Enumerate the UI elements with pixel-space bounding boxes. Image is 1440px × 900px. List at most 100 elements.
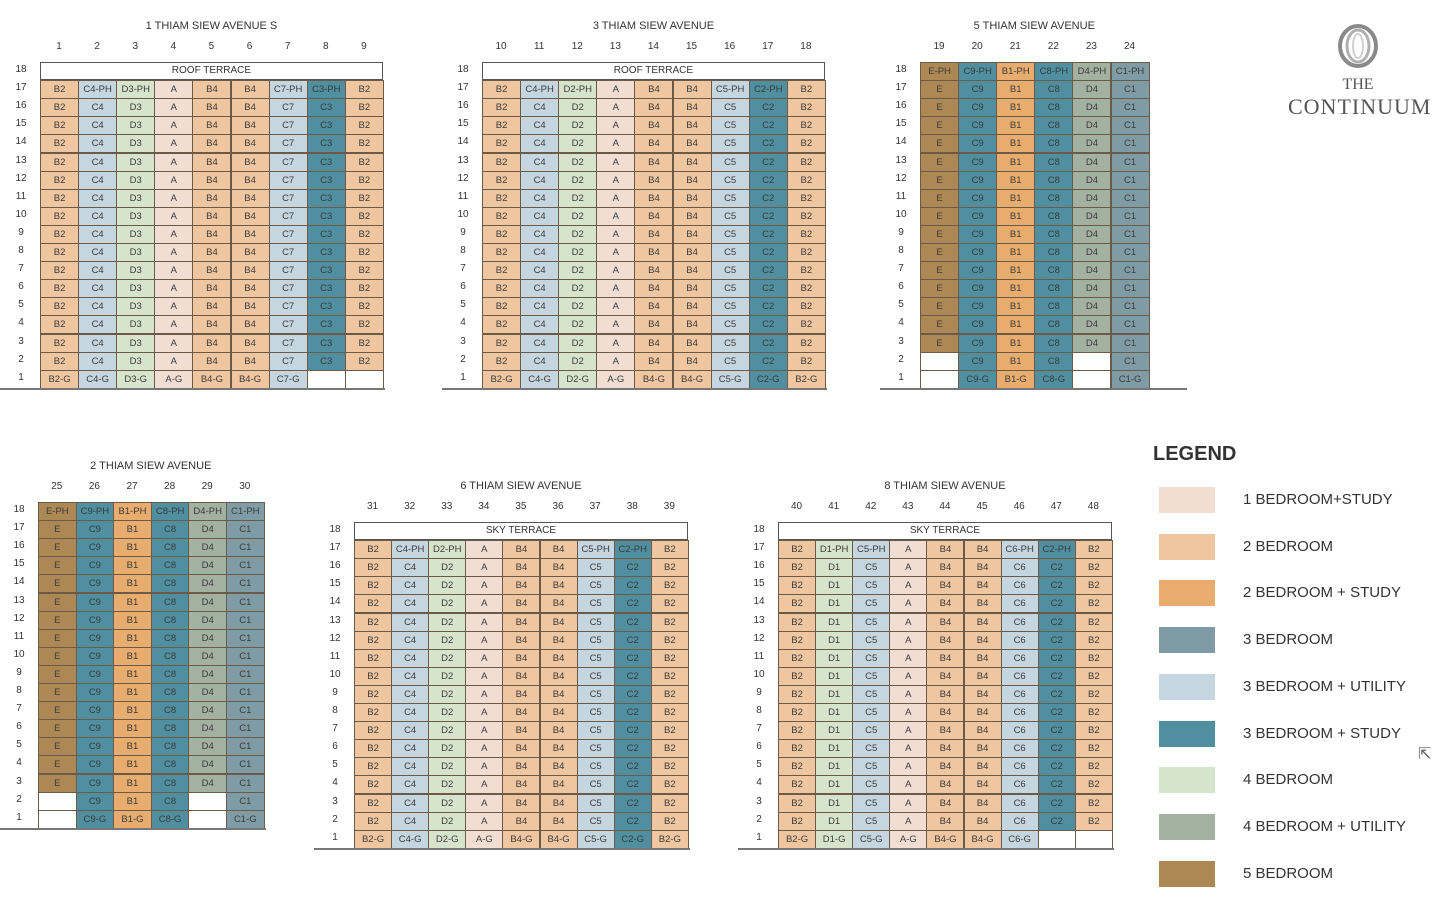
unit-cell[interactable]: B4	[926, 684, 965, 704]
unit-cell[interactable]: C1	[226, 520, 265, 540]
unit-cell[interactable]: C1	[1110, 98, 1150, 118]
unit-cell[interactable]: B4	[926, 558, 965, 578]
unit-cell[interactable]: B4	[926, 757, 965, 777]
unit-cell[interactable]: C2	[1037, 630, 1076, 650]
unit-cell[interactable]: B4-G	[926, 829, 965, 849]
unit-cell[interactable]: B4	[672, 116, 712, 136]
unit-cell[interactable]: C4	[391, 703, 430, 723]
unit-cell[interactable]: C3	[306, 116, 346, 136]
unit-cell[interactable]: B1	[996, 297, 1036, 317]
unit-cell[interactable]: C5	[710, 224, 750, 244]
unit-cell[interactable]: B2	[778, 757, 817, 777]
unit-cell[interactable]: C7	[268, 333, 308, 353]
unit-cell[interactable]: A-G	[596, 369, 636, 389]
unit-cell[interactable]: C4	[78, 188, 118, 208]
unit-cell[interactable]: C9	[75, 791, 115, 811]
unit-cell[interactable]: D4	[1072, 315, 1112, 335]
unit-cell[interactable]: B4	[230, 188, 270, 208]
unit-cell[interactable]: D2	[428, 612, 467, 632]
unit-cell[interactable]: B4	[539, 594, 578, 614]
unit-cell[interactable]: B4	[926, 703, 965, 723]
unit-cell[interactable]: B2	[482, 188, 522, 208]
unit-cell[interactable]: C8	[150, 773, 190, 793]
unit-cell[interactable]: B4	[539, 775, 578, 795]
unit-cell[interactable]: C8	[1034, 315, 1074, 335]
unit-cell[interactable]: D1	[815, 558, 854, 578]
unit-cell[interactable]: B2	[482, 315, 522, 335]
unit-cell[interactable]: B4	[672, 351, 712, 371]
unit-cell[interactable]: B2	[778, 721, 817, 741]
unit-cell[interactable]: C5	[710, 243, 750, 263]
unit-cell[interactable]: B2	[40, 152, 80, 172]
unit-cell[interactable]: D3	[116, 297, 156, 317]
unit-cell[interactable]: D4	[188, 719, 227, 739]
unit-cell[interactable]: E	[920, 116, 960, 136]
unit-cell[interactable]: C2	[748, 116, 788, 136]
unit-cell[interactable]: B2	[344, 188, 384, 208]
unit-cell[interactable]: B4	[502, 703, 541, 723]
unit-cell[interactable]: C2	[1037, 721, 1076, 741]
unit-cell[interactable]: C3	[306, 351, 346, 371]
unit-cell[interactable]: C7	[268, 116, 308, 136]
unit-cell[interactable]: B4	[502, 721, 541, 741]
unit-cell[interactable]: B4	[926, 811, 965, 831]
unit-cell[interactable]: C1	[1110, 206, 1150, 226]
unit-cell[interactable]: B2	[1074, 775, 1113, 795]
unit-cell[interactable]: C5	[576, 703, 615, 723]
unit-cell[interactable]: C1	[1110, 116, 1150, 136]
unit-cell[interactable]: E	[38, 683, 77, 703]
unit-cell[interactable]: A	[154, 170, 194, 190]
unit-cell[interactable]: B4	[230, 243, 270, 263]
unit-cell[interactable]: A	[154, 134, 194, 154]
unit-cell[interactable]: C8-G	[1034, 369, 1074, 389]
unit-cell[interactable]: C9	[958, 188, 998, 208]
unit-cell[interactable]: B4	[672, 98, 712, 118]
unit-cell[interactable]: A	[465, 811, 504, 831]
unit-cell[interactable]: B1	[996, 170, 1036, 190]
unit-cell[interactable]: C5	[576, 612, 615, 632]
unit-cell[interactable]: C9	[958, 152, 998, 172]
unit-cell[interactable]: C2	[748, 188, 788, 208]
unit-cell[interactable]: A	[154, 206, 194, 226]
unit-cell[interactable]: C3	[306, 152, 346, 172]
unit-cell[interactable]: B2	[354, 576, 393, 596]
unit-cell[interactable]: B2	[482, 279, 522, 299]
unit-cell[interactable]: B1	[996, 152, 1036, 172]
unit-cell[interactable]: C3-PH	[306, 80, 346, 100]
unit-cell[interactable]: B4	[192, 188, 232, 208]
unit-cell[interactable]: E	[920, 279, 960, 299]
unit-cell[interactable]: D4	[188, 574, 227, 594]
unit-cell[interactable]	[1037, 829, 1076, 849]
unit-cell[interactable]	[920, 351, 960, 371]
unit-cell[interactable]: C1	[226, 628, 265, 648]
unit-cell[interactable]: B4	[230, 206, 270, 226]
unit-cell[interactable]: B2	[650, 703, 689, 723]
unit-cell[interactable]: C3	[306, 297, 346, 317]
unit-cell[interactable]: D2	[428, 739, 467, 759]
unit-cell[interactable]: C7	[268, 170, 308, 190]
unit-cell[interactable]: D3	[116, 279, 156, 299]
unit-cell[interactable]: C4	[520, 243, 560, 263]
unit-cell[interactable]: B4	[230, 80, 270, 100]
unit-cell[interactable]: B4	[672, 333, 712, 353]
unit-cell[interactable]: D1	[815, 612, 854, 632]
unit-cell[interactable]: E	[920, 188, 960, 208]
unit-cell[interactable]: C3	[306, 261, 346, 281]
unit-cell[interactable]: E	[38, 628, 77, 648]
unit-cell[interactable]: B2	[482, 80, 522, 100]
unit-cell[interactable]: C5-G	[852, 829, 891, 849]
unit-cell[interactable]: D4	[1072, 297, 1112, 317]
unit-cell[interactable]: D2	[558, 279, 598, 299]
unit-cell[interactable]: D2	[558, 315, 598, 335]
unit-cell[interactable]: D4	[188, 755, 227, 775]
unit-cell[interactable]	[306, 369, 346, 389]
unit-cell[interactable]: B4	[672, 188, 712, 208]
unit-cell[interactable]: C8	[1034, 116, 1074, 136]
unit-cell[interactable]: B2	[650, 558, 689, 578]
unit-cell[interactable]: B4	[502, 666, 541, 686]
unit-cell[interactable]: B4	[963, 666, 1002, 686]
unit-cell[interactable]: C1	[226, 773, 265, 793]
unit-cell[interactable]: C1	[226, 646, 265, 666]
unit-cell[interactable]: B2	[650, 648, 689, 668]
unit-cell[interactable]: C6-G	[1000, 829, 1039, 849]
